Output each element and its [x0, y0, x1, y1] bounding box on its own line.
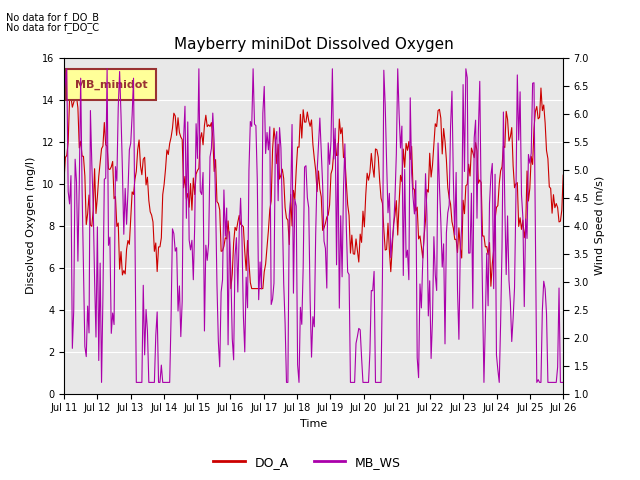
- Title: Mayberry miniDot Dissolved Oxygen: Mayberry miniDot Dissolved Oxygen: [173, 37, 454, 52]
- Text: MB_minidot: MB_minidot: [75, 79, 148, 90]
- Y-axis label: Wind Speed (m/s): Wind Speed (m/s): [595, 176, 605, 275]
- FancyBboxPatch shape: [67, 70, 156, 100]
- Legend: DO_A, MB_WS: DO_A, MB_WS: [209, 451, 406, 474]
- X-axis label: Time: Time: [300, 419, 327, 429]
- Text: No data for f_DO_B: No data for f_DO_B: [6, 12, 99, 23]
- Y-axis label: Dissolved Oxygen (mg/l): Dissolved Oxygen (mg/l): [26, 157, 36, 294]
- Text: No data for f_DO_C: No data for f_DO_C: [6, 22, 99, 33]
